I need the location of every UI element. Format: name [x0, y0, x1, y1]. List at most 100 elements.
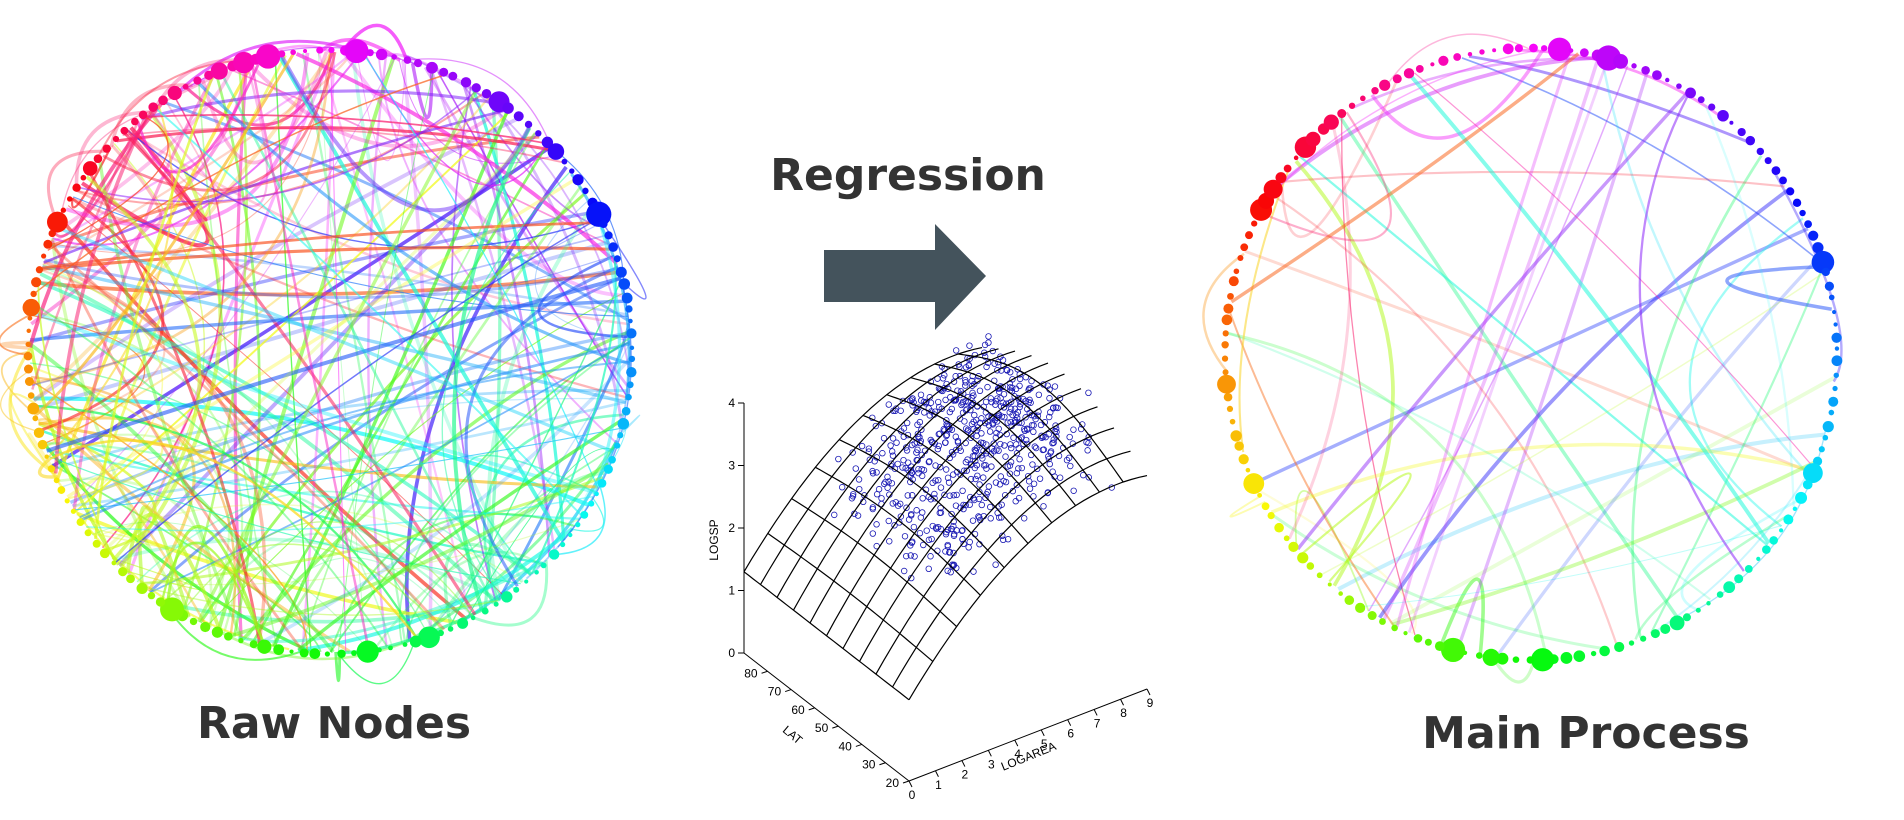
node — [1360, 95, 1366, 102]
node — [257, 639, 272, 654]
point — [1039, 446, 1047, 454]
node — [1832, 309, 1837, 315]
node — [136, 582, 148, 595]
point — [976, 387, 984, 395]
node — [1779, 176, 1787, 185]
node — [33, 427, 45, 438]
node — [409, 635, 422, 648]
point — [1067, 462, 1074, 470]
node — [118, 567, 128, 577]
link — [125, 512, 223, 632]
point — [970, 568, 977, 575]
node — [625, 305, 633, 313]
node — [1641, 65, 1650, 75]
link — [1296, 91, 1689, 551]
node — [626, 367, 637, 378]
link — [423, 66, 630, 388]
point — [985, 422, 993, 429]
node — [608, 242, 618, 252]
point — [900, 425, 908, 432]
node — [621, 406, 631, 416]
point — [1007, 441, 1014, 448]
node — [37, 439, 48, 450]
node — [1261, 502, 1270, 511]
point — [932, 462, 939, 469]
link — [59, 109, 153, 221]
node — [1221, 314, 1233, 326]
node — [513, 111, 524, 122]
point — [934, 445, 942, 453]
link — [31, 234, 607, 387]
node — [628, 355, 636, 363]
point — [891, 522, 898, 529]
node — [1786, 187, 1795, 196]
link — [1261, 111, 1393, 242]
node — [628, 318, 633, 324]
link — [1439, 577, 1485, 654]
point — [971, 530, 979, 538]
point — [905, 516, 913, 523]
point — [1085, 474, 1093, 481]
node — [92, 539, 101, 548]
node — [233, 51, 255, 74]
point — [996, 481, 1004, 488]
point — [943, 431, 951, 439]
link — [31, 120, 140, 390]
point — [1046, 395, 1053, 402]
node — [1230, 430, 1242, 442]
link — [74, 110, 150, 192]
link — [329, 51, 347, 652]
point — [869, 467, 876, 475]
link — [1389, 376, 1835, 626]
point — [995, 514, 1003, 521]
link — [74, 427, 621, 511]
point — [935, 442, 942, 450]
point — [961, 418, 968, 425]
node — [460, 77, 472, 88]
node — [1778, 528, 1784, 533]
link — [362, 53, 599, 488]
point — [973, 432, 980, 440]
link — [351, 52, 524, 584]
link — [258, 357, 632, 646]
link — [486, 95, 624, 423]
z-tick-label: 2 — [728, 521, 735, 535]
point — [904, 459, 912, 466]
link — [65, 52, 310, 228]
link — [377, 55, 617, 444]
link — [1227, 331, 1548, 658]
point — [962, 379, 969, 386]
point — [1070, 426, 1077, 433]
link — [1338, 116, 1681, 621]
point — [944, 567, 951, 575]
node — [93, 154, 103, 164]
node — [1327, 582, 1332, 587]
point — [943, 528, 950, 536]
point — [967, 406, 974, 414]
point — [902, 444, 910, 451]
link — [534, 199, 630, 342]
point — [983, 363, 990, 371]
link — [73, 196, 628, 317]
point — [1008, 444, 1015, 452]
node — [35, 266, 44, 274]
node — [1476, 652, 1483, 659]
point — [1029, 461, 1036, 468]
node — [60, 207, 67, 213]
point — [981, 341, 989, 349]
node — [80, 174, 87, 181]
node — [1590, 650, 1597, 657]
point — [990, 447, 998, 455]
link — [1258, 489, 1417, 635]
point — [979, 439, 987, 447]
link — [34, 404, 419, 640]
link — [127, 129, 600, 249]
point — [1047, 448, 1055, 455]
point — [919, 495, 926, 502]
point — [993, 414, 1001, 422]
node — [182, 83, 189, 90]
point — [944, 526, 952, 534]
link — [401, 60, 433, 635]
point — [1010, 434, 1017, 441]
link — [161, 541, 265, 646]
